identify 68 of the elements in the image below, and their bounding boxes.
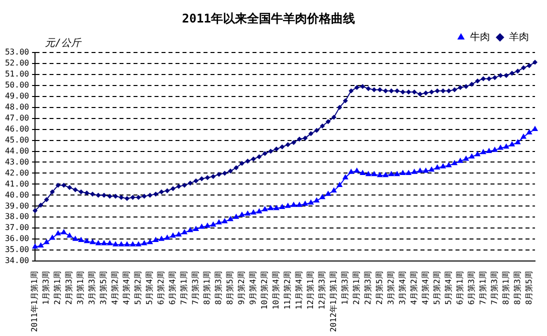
y-tick-label: 38.00 [4,212,30,222]
x-tick-label: 11月第4周 [294,271,304,310]
y-tick-label: 36.00 [4,234,30,244]
x-tick-label: 1月第3周 [340,271,350,305]
y-tick-label: 52.00 [4,58,30,68]
x-tick-label: 6月第3周 [466,271,476,305]
legend-label: 羊肉 [509,30,529,43]
x-tick-label: 4月第2周 [409,271,418,305]
x-tick-label: 4月第4周 [420,271,430,305]
x-tick-label: 4月第2周 [110,271,120,305]
x-tick-label: 3月第5周 [99,271,108,305]
chart-title: 2011年以来全国牛羊肉价格曲线 [182,11,355,26]
y-tick-label: 35.00 [4,245,30,254]
x-tick-label: 8月第1周 [202,271,212,305]
x-tick-label: 2012年1月第1周 [328,271,338,332]
x-tick-label: 10月第4周 [272,271,280,310]
x-tick-label: 10月第2周 [260,271,270,310]
x-tick-label: 2月第1周 [53,271,62,305]
x-tick-label: 2011年1月第1周 [30,271,40,332]
y-tick-label: 53.00 [4,47,30,56]
x-tick-label: 9月第2周 [237,271,246,305]
x-tick-label: 3月第4周 [398,271,407,305]
x-tick-label: 3月第3周 [88,271,97,305]
x-tick-label: 2月第1周 [352,271,361,305]
y-tick-label: 34.00 [4,256,30,266]
x-tick-label: 2月第3周 [64,271,74,305]
y-tick-label: 48.00 [4,102,30,112]
x-tick-label: 7月第3周 [191,271,200,305]
x-tick-label: 8月第3周 [512,271,522,305]
y-tick-label: 50.00 [4,80,30,90]
y-tick-label: 39.00 [4,201,30,210]
y-tick-label: 42.00 [4,168,30,178]
x-tick-label: 8月第3周 [214,271,224,305]
y-tick-label: 37.00 [4,223,30,232]
y-tick-label: 41.00 [4,179,30,188]
x-tick-label: 11月第2周 [282,271,292,310]
y-tick-label: 49.00 [4,91,30,100]
x-tick-label: 2月第3周 [363,271,372,305]
y-axis-title: 元/公斤 [45,36,82,49]
y-tick-label: 46.00 [4,124,30,134]
x-tick-label: 5月第2周 [134,271,143,305]
x-tick-label: 7月第3周 [490,271,499,305]
x-tick-label: 5月第4周 [444,271,453,305]
x-tick-label: 6月第1周 [455,271,464,305]
y-tick-label: 44.00 [4,146,30,156]
x-tick-label: 5月第2周 [432,271,442,305]
x-tick-label: 12月第3周 [317,271,326,310]
y-tick-label: 47.00 [4,113,30,122]
x-tick-label: 8月第5周 [226,271,235,305]
legend-label: 牛肉 [470,30,490,43]
x-tick-label: 6月第4周 [168,271,178,305]
x-tick-label: 3月第1周 [76,271,86,305]
x-tick-label: 3月第2周 [386,271,396,305]
y-tick-label: 51.00 [4,69,30,78]
y-tick-label: 40.00 [4,190,30,200]
y-tick-label: 45.00 [4,135,30,144]
y-tick-label: 43.00 [4,157,30,166]
x-tick-label: 1月第3周 [42,271,51,305]
x-tick-label: 5月第4周 [145,271,154,305]
x-tick-label: 12月第1周 [306,271,315,310]
x-tick-label: 7月第1周 [478,271,488,305]
x-tick-label: 9月第4周 [248,271,258,305]
x-tick-label: 4月第4周 [122,271,132,305]
x-tick-label: 8月第1周 [501,271,510,305]
x-tick-label: 2月第5周 [374,271,384,305]
x-tick-label: 6月第2周 [156,271,166,305]
x-tick-label: 8月第5周 [524,271,534,305]
x-tick-label: 7月第1周 [180,271,189,305]
